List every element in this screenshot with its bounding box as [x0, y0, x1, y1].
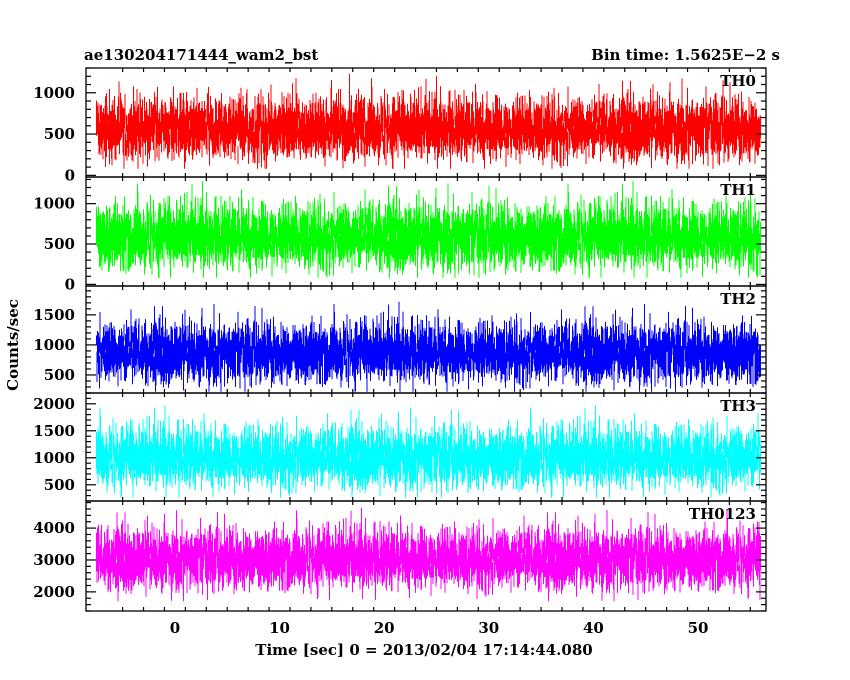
panel-label-th0123: TH0123	[689, 505, 756, 523]
y-tick-label: 2000	[33, 583, 75, 601]
series-th0-line	[96, 73, 761, 169]
x-tick-label: 40	[583, 619, 604, 637]
panel-th2: 500 1000 1500 TH2	[33, 285, 767, 394]
x-tick-label: 10	[269, 619, 290, 637]
y-tick-label: 1000	[33, 84, 75, 102]
panel-th0123: 2000 3000 4000 TH0123	[33, 500, 767, 612]
series-th2-line	[96, 301, 761, 392]
y-tick-label: 1500	[33, 306, 75, 324]
bin-time-label: Bin time: 1.5625E−2 s	[591, 46, 780, 64]
panel-frame	[85, 500, 767, 612]
x-tick-label: 20	[374, 619, 395, 637]
panel-th1: 0 500 1000 TH1	[33, 176, 767, 293]
series-th1-line	[96, 181, 761, 278]
panel-label-th1: TH1	[720, 181, 756, 199]
y-tick-label: 2000	[33, 395, 75, 413]
panel-label-th2: TH2	[720, 290, 756, 308]
y-tick-label: 1000	[33, 336, 75, 354]
y-tick-label: 4000	[33, 519, 75, 537]
y-axis-label: Counts/sec	[4, 299, 22, 391]
x-tick-label: 0	[170, 619, 180, 637]
x-tick-label: 30	[478, 619, 499, 637]
series-th0123-line	[96, 507, 761, 602]
y-tick-label: 3000	[33, 551, 75, 569]
y-tick-label: 500	[44, 476, 75, 494]
y-tick-label: 500	[44, 366, 75, 384]
y-tick-label: 500	[44, 235, 75, 253]
panel-th3: 500 1000 1500 2000 TH3	[33, 392, 767, 502]
y-tick-label: 1000	[33, 449, 75, 467]
series-th3-line	[96, 405, 761, 498]
x-tick-label: 50	[688, 619, 709, 637]
x-axis-label: Time [sec] 0 = 2013/02/04 17:14:44.080	[255, 641, 592, 659]
y-tick-label: 0	[65, 275, 75, 293]
panel-th0: 0 500 1000 TH0	[33, 67, 767, 184]
panel-label-th3: TH3	[720, 397, 756, 415]
panels-group: 05001000TH005001000TH150010001500TH25001…	[33, 67, 767, 637]
chart-title: ae130204171444_wam2_bst	[84, 46, 318, 64]
y-tick-label: 0	[65, 166, 75, 184]
y-tick-label: 1500	[33, 422, 75, 440]
y-tick-label: 500	[44, 125, 75, 143]
y-tick-label: 1000	[33, 195, 75, 213]
panel-label-th0: TH0	[720, 72, 756, 90]
